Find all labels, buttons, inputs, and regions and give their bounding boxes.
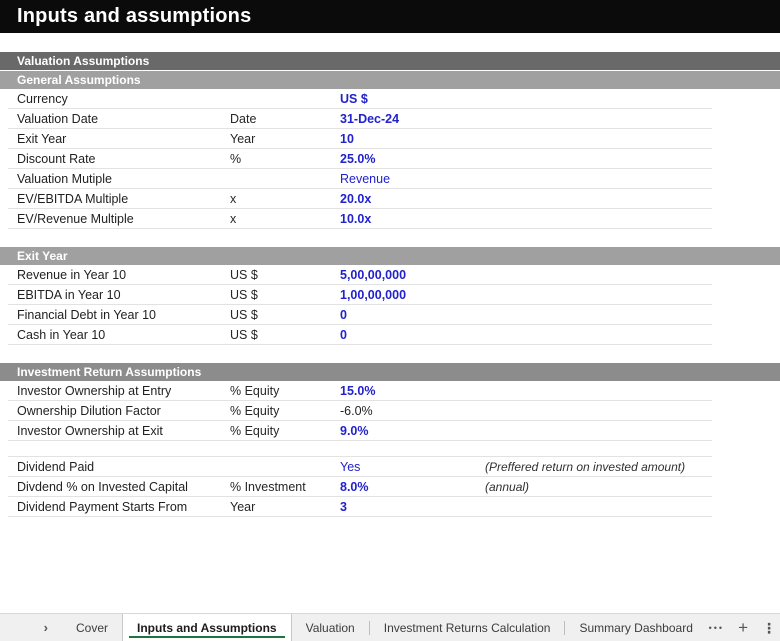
section-header-valuation-assumptions: Valuation Assumptions	[0, 52, 780, 70]
row-valuation-date: Valuation Date Date 31-Dec-24	[8, 109, 712, 129]
row-dividend-payment-starts: Dividend Payment Starts From Year 3	[8, 497, 712, 517]
row-label: Divdend % on Invested Capital	[17, 479, 188, 494]
row-label: Dividend Payment Starts From	[17, 499, 188, 514]
row-label: EBITDA in Year 10	[17, 287, 121, 302]
row-value-input[interactable]: 25.0%	[340, 151, 376, 166]
row-unit: Date	[230, 111, 257, 126]
row-value-input[interactable]: 0	[340, 327, 347, 342]
row-label: Exit Year	[17, 131, 67, 146]
row-unit: x	[230, 191, 237, 206]
row-label: EV/Revenue Multiple	[17, 211, 134, 226]
row-currency: Currency US $	[8, 89, 712, 109]
row-value-input[interactable]: 3	[340, 499, 347, 514]
row-unit: % Equity	[230, 403, 280, 418]
row-label: Currency	[17, 91, 68, 106]
row-label: Financial Debt in Year 10	[17, 307, 156, 322]
row-value-input[interactable]: 10.0x	[340, 211, 372, 226]
row-unit: %	[230, 151, 242, 166]
tab-inputs-and-assumptions[interactable]: Inputs and Assumptions	[122, 614, 292, 641]
sheet-area: Valuation Assumptions General Assumption…	[0, 33, 780, 517]
add-sheet-icon[interactable]: +	[738, 618, 748, 637]
row-unit: US $	[230, 267, 258, 282]
more-options-icon[interactable]: ⋮	[762, 619, 776, 636]
row-label: Cash in Year 10	[17, 327, 106, 342]
row-value-select[interactable]: Yes	[340, 459, 361, 474]
row-discount-rate: Discount Rate % 25.0%	[8, 149, 712, 169]
row-unit: US $	[230, 327, 258, 342]
tab-separator	[564, 620, 566, 635]
row-dividend-pct-invested-capital: Divdend % on Invested Capital % Investme…	[8, 477, 712, 497]
row-exit-year: Exit Year Year 10	[8, 129, 712, 149]
row-value-input[interactable]: 0	[340, 307, 347, 322]
tab-summary-dashboard[interactable]: Summary Dashboard	[579, 620, 693, 635]
row-value-input[interactable]: 15.0%	[340, 383, 376, 398]
row-label: Ownership Dilution Factor	[17, 403, 161, 418]
row-value-input[interactable]: 5,00,00,000	[340, 267, 407, 282]
row-label: Discount Rate	[17, 151, 96, 166]
tab-investment-returns-calculation[interactable]: Investment Returns Calculation	[383, 620, 551, 635]
row-investor-ownership-entry: Investor Ownership at Entry % Equity 15.…	[8, 381, 712, 401]
tab-cover[interactable]: Cover	[76, 620, 109, 635]
sheet-tab-bar: › Cover Inputs and Assumptions Valuation…	[0, 613, 780, 641]
row-label: Investor Ownership at Exit	[17, 423, 163, 438]
row-dividend-paid: Dividend Paid Yes (Preffered return on i…	[8, 457, 712, 477]
row-note: (Preffered return on invested amount)	[485, 459, 686, 474]
row-unit: x	[230, 211, 237, 226]
row-unit: % Equity	[230, 423, 280, 438]
row-revenue-year10: Revenue in Year 10 US $ 5,00,00,000	[8, 265, 712, 285]
row-ev-ebitda-multiple: EV/EBITDA Multiple x 20.0x	[8, 189, 712, 209]
row-unit: US $	[230, 287, 258, 302]
row-label: Valuation Mutiple	[17, 171, 112, 186]
row-value-input[interactable]: 8.0%	[340, 479, 369, 494]
row-valuation-multiple: Valuation Mutiple Revenue	[8, 169, 712, 189]
row-value-input[interactable]: 9.0%	[340, 423, 369, 438]
row-cash-year10: Cash in Year 10 US $ 0	[8, 325, 712, 345]
row-ev-revenue-multiple: EV/Revenue Multiple x 10.0x	[8, 209, 712, 229]
row-unit: US $	[230, 307, 258, 322]
row-note: (annual)	[485, 479, 530, 494]
row-value-select[interactable]: Revenue	[340, 171, 391, 186]
row-unit: Year	[230, 499, 256, 514]
section-header-investment-return-assumptions: Investment Return Assumptions	[0, 363, 780, 381]
row-value-input[interactable]: 1,00,00,000	[340, 287, 407, 302]
tab-overflow-icon[interactable]: •••	[708, 622, 725, 633]
page-title: Inputs and assumptions	[17, 5, 252, 27]
row-unit: Year	[230, 131, 256, 146]
row-investor-ownership-exit: Investor Ownership at Exit % Equity 9.0%	[8, 421, 712, 441]
tab-bar-controls: ••• + ⋮	[709, 614, 780, 641]
row-unit: % Investment	[230, 479, 306, 494]
row-label: Investor Ownership at Entry	[17, 383, 172, 398]
row-label: Dividend Paid	[17, 459, 95, 474]
row-label: Valuation Date	[17, 111, 99, 126]
row-value-input[interactable]: US $	[340, 91, 368, 106]
row-financial-debt-year10: Financial Debt in Year 10 US $ 0	[8, 305, 712, 325]
sheet-nav-next-icon[interactable]: ›	[43, 620, 48, 635]
sheet-title-bar: Inputs and assumptions	[0, 0, 780, 33]
row-spacer	[8, 441, 712, 457]
section-header-exit-year: Exit Year	[0, 247, 780, 265]
row-value-calculated: -6.0%	[340, 403, 373, 418]
tab-separator	[368, 620, 370, 635]
section-header-general-assumptions: General Assumptions	[0, 71, 780, 89]
row-value-input[interactable]: 20.0x	[340, 191, 372, 206]
row-label: Revenue in Year 10	[17, 267, 127, 282]
row-value-input[interactable]: 31-Dec-24	[340, 111, 400, 126]
row-ownership-dilution-factor: Ownership Dilution Factor % Equity -6.0%	[8, 401, 712, 421]
row-unit: % Equity	[230, 383, 280, 398]
row-value-input[interactable]: 10	[340, 131, 354, 146]
tab-valuation[interactable]: Valuation	[305, 620, 355, 635]
row-ebitda-year10: EBITDA in Year 10 US $ 1,00,00,000	[8, 285, 712, 305]
row-label: EV/EBITDA Multiple	[17, 191, 129, 206]
